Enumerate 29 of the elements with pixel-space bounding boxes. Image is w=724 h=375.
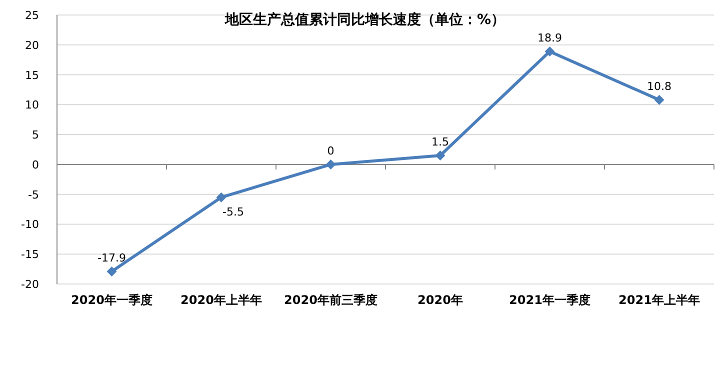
y-tick-label: -20 [21,278,39,291]
point [326,159,336,170]
point [216,192,226,202]
y-tick-label: -10 [21,218,39,232]
point [654,94,664,105]
chart-title: 地区生产总值累计同比增长速度（单位：%） [224,11,506,28]
x-tick-label: 2020年上半年 [180,293,262,307]
x-tick-label: 2020年一季度 [71,293,152,307]
x-tick-label: 2020年 [418,293,463,307]
data-label: 10.8 [647,80,672,93]
y-tick-label: 5 [32,128,39,142]
y-tick-label: 0 [32,158,39,172]
data-label: 1.5 [432,135,449,148]
point [106,266,117,276]
y-tick-label: -5 [28,188,39,202]
x-tick-label: 2021年上半年 [618,293,700,307]
x-tick-label: 2021年一季度 [509,293,590,307]
x-tick-label: 2020年前三季度 [284,293,378,307]
y-tick-label: -15 [21,248,39,262]
data-label: 18.9 [538,31,562,44]
data-label: -5.5 [222,205,244,218]
data-label: 0 [327,144,334,158]
y-tick-label: 20 [25,38,39,52]
y-tick-label: 10 [25,98,39,112]
point [435,150,446,160]
y-tick-label: 25 [25,9,39,22]
point [544,46,555,56]
y-tick-label: 15 [25,68,39,82]
data-label: -17.9 [98,251,126,264]
